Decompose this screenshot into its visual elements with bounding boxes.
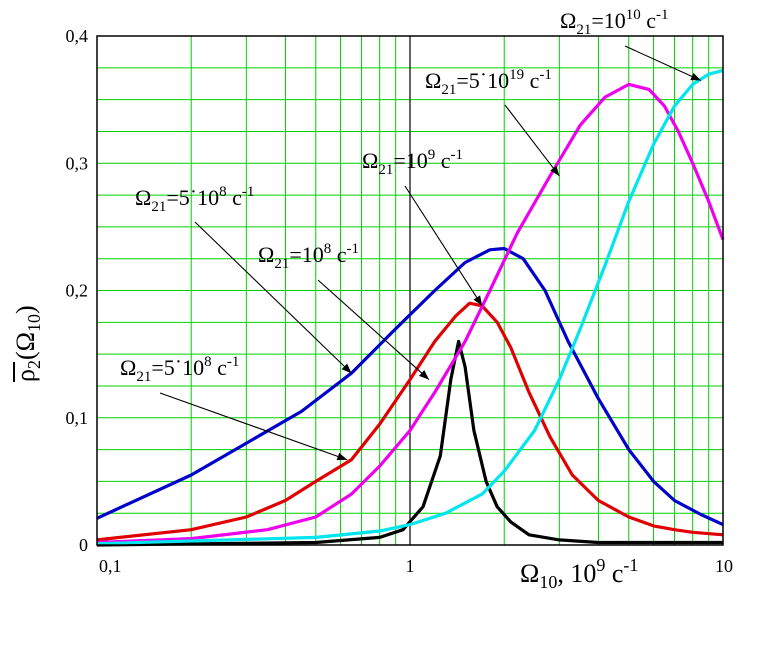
series-line-3 — [96, 246, 724, 527]
annotation-label: Ω21=1010 с-1 — [560, 7, 669, 38]
annotation-5: Ω21=108 с-1 — [258, 241, 430, 380]
chart-series-group — [96, 68, 725, 547]
annotation-1: Ω21=1010 с-1 — [560, 7, 702, 82]
annotation-arrow — [404, 185, 483, 307]
y-tick-label: 0,2 — [66, 281, 89, 301]
annotation-label: Ω21=5˙108 с-1 — [120, 354, 239, 385]
x-tick-label: 1 — [406, 556, 415, 576]
plot-frame — [96, 35, 724, 546]
annotation-arrow — [624, 45, 702, 82]
y-axis-label: ρ2(Ω10) — [11, 305, 44, 382]
annotation-2: Ω21=5˙1019 с-1 — [425, 67, 560, 177]
annotation-label: Ω21=109 с-1 — [362, 147, 463, 178]
annotation-label: Ω21=108 с-1 — [258, 241, 359, 272]
annotation-arrow — [504, 104, 560, 177]
annotation-arrow — [159, 392, 348, 461]
annotation-4: Ω21=5˙108 с-1 — [135, 184, 352, 374]
series-line-5 — [96, 68, 724, 546]
x-axis-label: Ω10, 109 с-1 — [520, 555, 638, 592]
x-tick-label: 10 — [715, 556, 733, 576]
chart-frame — [96, 35, 724, 546]
annotation-6: Ω21=5˙108 с-1 — [120, 354, 348, 461]
y-tick-label: 0 — [79, 535, 88, 555]
series-line-4 — [96, 82, 725, 545]
chart-annotations: Ω21=1010 с-1 Ω21=5˙1019 с-1 Ω21=109 с-1 Ω21… — [120, 7, 702, 461]
annotation-arrow — [194, 221, 352, 374]
annotation-label: Ω21=5˙108 с-1 — [135, 184, 254, 215]
chart-tick-labels: 0 0,1 0,2 0,3 0,4 0,1 1 10 — [66, 26, 734, 576]
y-tick-label: 0,1 — [66, 408, 89, 428]
series-line-1 — [96, 339, 723, 547]
x-tick-label: 0,1 — [99, 556, 122, 576]
annotation-arrow — [317, 279, 430, 380]
annotation-3: Ω21=109 с-1 — [362, 147, 483, 307]
chart-grid — [96, 36, 723, 545]
annotation-label: Ω21=5˙1019 с-1 — [425, 67, 552, 98]
y-tick-label: 0,3 — [66, 153, 89, 173]
y-tick-label: 0,4 — [66, 26, 89, 46]
